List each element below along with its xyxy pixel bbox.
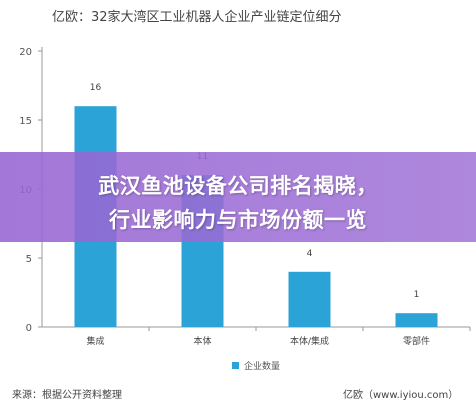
chart-title: 亿欧：32家大湾区工业机器人企业产业链定位细分 (52, 10, 342, 25)
data-label: 4 (307, 249, 313, 259)
headline-banner (0, 152, 476, 242)
headline-line-2: 行业影响力与市场份额一览 (109, 208, 367, 232)
y-tick-label: 5 (26, 254, 32, 265)
legend: 企业数量 (232, 359, 280, 372)
data-label: 1 (414, 290, 420, 300)
legend-swatch (232, 362, 239, 369)
y-tick-label: 15 (19, 116, 32, 127)
source-note: 来源：根据公开资料整理 (12, 390, 122, 401)
x-tick-label: 集成 (86, 335, 104, 347)
x-tick-label: 本体 (193, 335, 211, 347)
headline-line-1: 武汉鱼池设备公司排名揭晓， (98, 174, 378, 198)
bar (395, 313, 438, 327)
legend-label: 企业数量 (244, 362, 281, 372)
x-tick-label: 本体/集成 (290, 335, 329, 347)
data-label: 16 (90, 83, 102, 93)
y-tick-label: 0 (26, 323, 32, 334)
credit-note: 亿欧（www.iyiou.com） (343, 390, 459, 401)
x-tick-label: 零部件 (403, 335, 430, 347)
y-tick-label: 20 (19, 47, 32, 58)
bar (288, 271, 331, 327)
